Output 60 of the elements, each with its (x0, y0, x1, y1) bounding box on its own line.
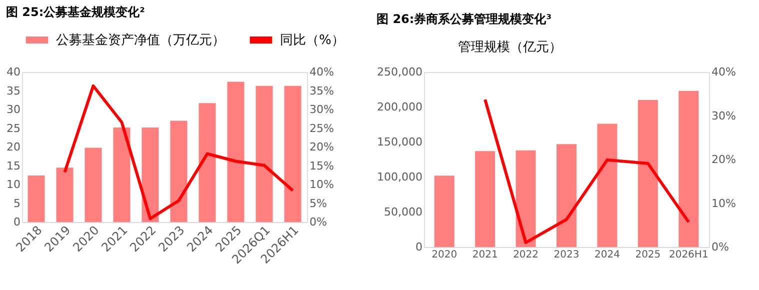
x-tick-label: 2022 (513, 250, 539, 260)
x-tick-label: 2026H1 (668, 250, 708, 260)
bar (434, 176, 454, 247)
y2-tick-label: 15% (310, 159, 334, 172)
x-tick-label: 2025 (635, 250, 661, 260)
y2-tick-label: 0% (310, 216, 327, 228)
bar (516, 150, 536, 247)
bar (142, 128, 159, 222)
y2-tick-label: 0% (712, 240, 729, 254)
bar (170, 120, 188, 222)
bar (227, 82, 244, 222)
y2-tick-label: 20% (712, 153, 736, 166)
y-tick-label: 30 (6, 103, 20, 116)
y-tick-label: 50,000 (384, 206, 422, 218)
y2-tick-label: 40% (712, 66, 736, 78)
bar (56, 168, 74, 222)
bar (84, 148, 102, 222)
y-tick-label: 35 (6, 84, 20, 98)
y2-tick-label: 25% (310, 122, 334, 135)
bar (113, 128, 130, 222)
y-tick-label: 0 (14, 216, 20, 228)
chart-title: 图 25:公募基金规模变化² (6, 5, 145, 19)
y2-tick-label: 10% (712, 196, 736, 210)
bar (198, 103, 216, 222)
legend-label: 同比（%） (280, 33, 344, 48)
y2-tick-label: 30% (712, 109, 736, 122)
bar (638, 100, 658, 247)
y-tick-label: 5 (14, 196, 20, 210)
y-tick-label: 20 (6, 140, 20, 154)
y2-tick-label: 40% (310, 66, 334, 78)
bar (256, 86, 273, 222)
bar (475, 151, 496, 247)
y-tick-label: 150,000 (377, 136, 422, 148)
chart-title: 图 26:券商系公募管理规模变化³ (376, 12, 552, 26)
y-tick-label: 25 (6, 122, 20, 135)
bar (597, 124, 618, 247)
y-tick-label: 100,000 (377, 170, 422, 184)
y-tick-label: 40 (6, 66, 20, 78)
bar (284, 86, 302, 222)
y-tick-label: 200,000 (377, 100, 422, 114)
x-tick-label: 2024 (594, 250, 620, 260)
line-series (484, 98, 690, 244)
y-tick-label: 0 (416, 240, 422, 254)
y2-tick-label: 30% (310, 103, 334, 116)
line-series (63, 84, 294, 220)
x-tick-label: 2020 (432, 250, 458, 260)
x-tick-label: 2021 (472, 250, 498, 260)
bar (28, 176, 45, 222)
legend-label: 公募基金资产净值（万亿元） (56, 33, 225, 48)
text: 管理规模（亿元） (458, 40, 562, 55)
y2-tick-label: 20% (310, 140, 334, 154)
y2-tick-label: 5% (310, 196, 327, 210)
bar (556, 144, 576, 247)
bar (678, 90, 699, 247)
y-tick-label: 250,000 (377, 66, 422, 78)
x-tick-label: 2023 (554, 250, 580, 260)
y-tick-label: 10 (6, 178, 20, 191)
y2-tick-label: 10% (310, 178, 334, 191)
y-tick-label: 15 (6, 159, 20, 172)
y2-tick-label: 35% (310, 84, 334, 98)
